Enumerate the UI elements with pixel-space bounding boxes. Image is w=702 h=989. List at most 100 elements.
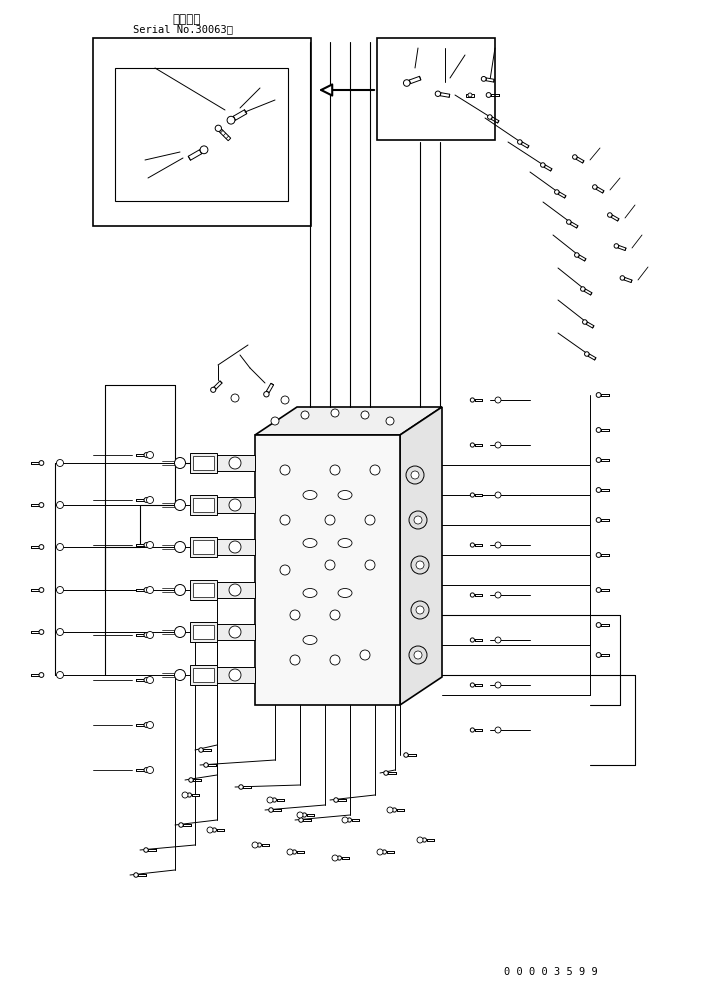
Polygon shape — [576, 157, 584, 163]
Circle shape — [231, 394, 239, 402]
Circle shape — [264, 392, 269, 397]
Ellipse shape — [338, 588, 352, 597]
Circle shape — [596, 458, 601, 463]
Circle shape — [144, 633, 149, 637]
Circle shape — [333, 798, 338, 802]
Circle shape — [144, 543, 149, 547]
Circle shape — [414, 516, 422, 524]
Polygon shape — [466, 94, 474, 97]
Bar — [190, 622, 217, 642]
Circle shape — [596, 488, 601, 493]
Bar — [93, 38, 311, 226]
Bar — [190, 453, 217, 473]
Circle shape — [596, 427, 601, 432]
Circle shape — [252, 842, 258, 848]
Bar — [190, 580, 217, 600]
Circle shape — [495, 492, 501, 498]
Polygon shape — [611, 215, 619, 221]
Bar — [200, 585, 217, 595]
Text: 0 0 0 0 3 5 9 9: 0 0 0 0 3 5 9 9 — [504, 967, 598, 977]
Circle shape — [495, 727, 501, 733]
Circle shape — [596, 553, 601, 558]
Polygon shape — [427, 839, 434, 842]
Circle shape — [416, 606, 424, 614]
Bar — [217, 667, 255, 683]
Circle shape — [182, 792, 188, 798]
Circle shape — [189, 777, 193, 782]
Circle shape — [39, 545, 44, 550]
Bar — [115, 68, 288, 201]
Circle shape — [39, 502, 44, 507]
Circle shape — [229, 584, 241, 596]
Circle shape — [383, 850, 387, 854]
Circle shape — [147, 586, 154, 593]
Polygon shape — [475, 593, 482, 596]
Polygon shape — [204, 749, 211, 752]
Polygon shape — [397, 809, 404, 811]
Circle shape — [330, 655, 340, 665]
Circle shape — [541, 163, 545, 167]
Circle shape — [596, 393, 601, 398]
Circle shape — [596, 587, 601, 592]
Circle shape — [281, 396, 289, 404]
Circle shape — [361, 411, 369, 419]
Polygon shape — [486, 78, 494, 82]
Polygon shape — [440, 93, 450, 97]
Circle shape — [365, 515, 375, 525]
Polygon shape — [193, 778, 201, 781]
Circle shape — [144, 767, 149, 772]
Circle shape — [175, 584, 185, 595]
Polygon shape — [400, 407, 442, 705]
Circle shape — [409, 511, 427, 529]
Polygon shape — [296, 851, 303, 854]
Polygon shape — [601, 518, 609, 521]
Circle shape — [495, 592, 501, 598]
Circle shape — [147, 676, 154, 683]
Circle shape — [596, 517, 601, 522]
Circle shape — [414, 651, 422, 659]
Circle shape — [212, 828, 216, 832]
Circle shape — [301, 411, 309, 419]
Circle shape — [290, 610, 300, 620]
Circle shape — [330, 465, 340, 475]
Circle shape — [347, 818, 352, 822]
Polygon shape — [255, 407, 442, 435]
Circle shape — [392, 808, 397, 812]
Circle shape — [573, 154, 577, 159]
Polygon shape — [31, 546, 39, 548]
Circle shape — [406, 466, 424, 484]
Circle shape — [280, 565, 290, 575]
Bar — [193, 668, 214, 682]
Polygon shape — [214, 381, 222, 389]
Polygon shape — [544, 165, 552, 171]
Bar — [193, 540, 214, 554]
Polygon shape — [136, 588, 144, 591]
Polygon shape — [31, 674, 39, 676]
Bar — [190, 537, 217, 557]
Circle shape — [592, 185, 597, 189]
Circle shape — [199, 748, 204, 753]
Polygon shape — [618, 245, 626, 250]
Circle shape — [175, 626, 185, 638]
Circle shape — [56, 586, 63, 593]
Circle shape — [207, 827, 213, 833]
Circle shape — [147, 496, 154, 503]
Circle shape — [144, 497, 149, 502]
Circle shape — [404, 80, 410, 86]
Circle shape — [39, 630, 44, 634]
Polygon shape — [192, 794, 199, 796]
Bar — [200, 627, 217, 637]
Bar — [200, 458, 217, 468]
Circle shape — [227, 117, 235, 124]
Circle shape — [299, 818, 303, 822]
Circle shape — [411, 601, 429, 619]
Ellipse shape — [338, 538, 352, 548]
Polygon shape — [338, 799, 346, 801]
Circle shape — [495, 442, 501, 448]
Bar — [217, 455, 255, 471]
Bar — [200, 542, 217, 552]
Circle shape — [470, 592, 475, 597]
Circle shape — [144, 723, 149, 727]
Polygon shape — [388, 771, 396, 774]
Circle shape — [144, 453, 149, 457]
